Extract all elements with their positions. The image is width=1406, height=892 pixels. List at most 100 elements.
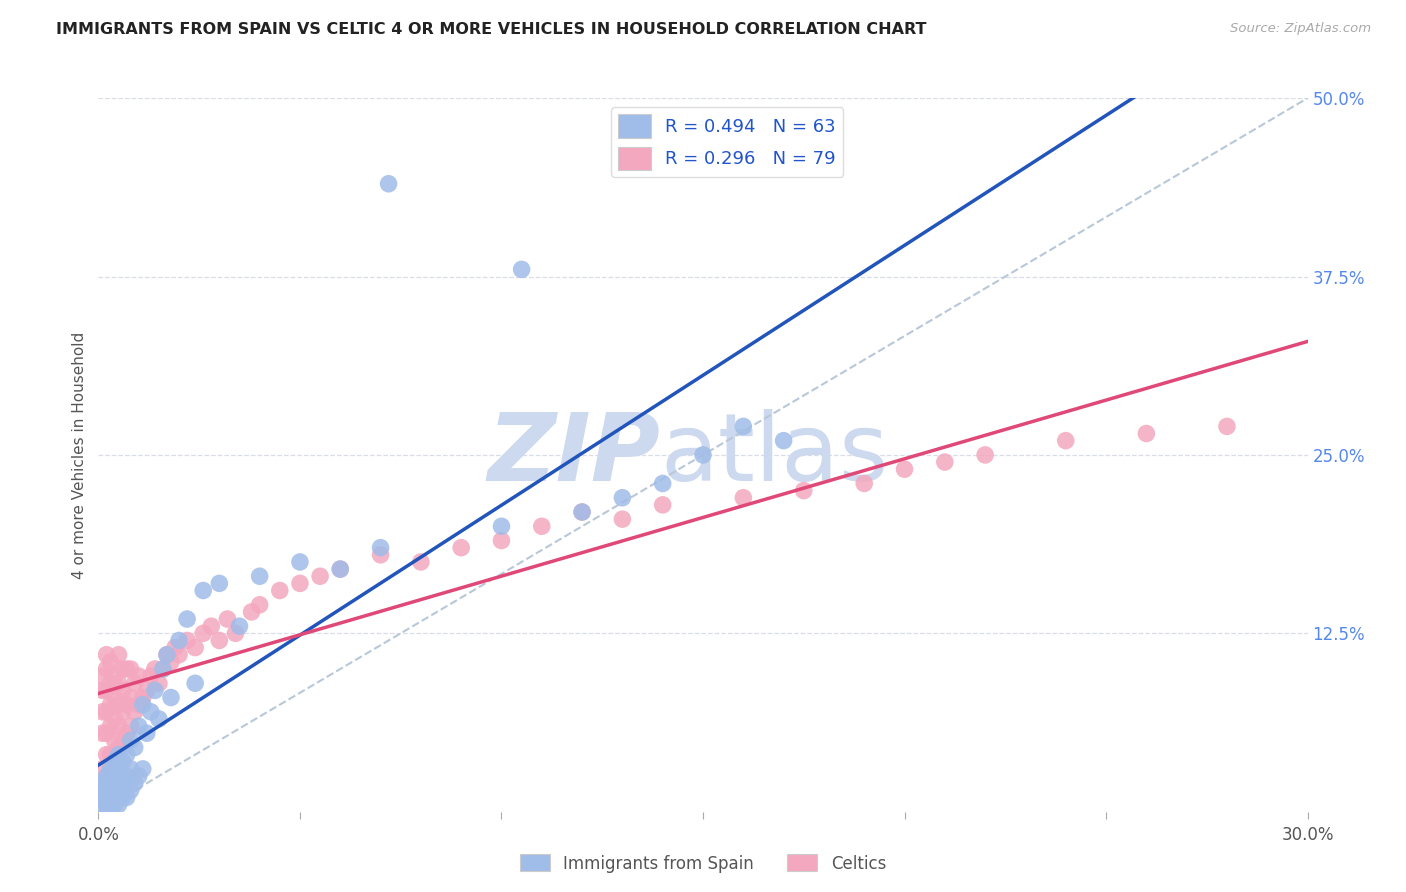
Point xyxy=(124,676,146,690)
Point xyxy=(91,776,114,790)
Point xyxy=(309,569,332,583)
Point xyxy=(96,783,118,797)
Point xyxy=(612,491,634,505)
Point xyxy=(1216,419,1239,434)
Point xyxy=(100,783,122,797)
Point xyxy=(651,476,673,491)
Point xyxy=(107,740,129,755)
Point xyxy=(510,262,533,277)
Point xyxy=(853,476,876,491)
Point xyxy=(111,755,134,769)
Point xyxy=(160,690,183,705)
Point xyxy=(124,705,146,719)
Point xyxy=(107,719,129,733)
Legend: Immigrants from Spain, Celtics: Immigrants from Spain, Celtics xyxy=(513,847,893,880)
Point xyxy=(124,740,146,755)
Point xyxy=(200,619,222,633)
Point xyxy=(139,669,162,683)
Point xyxy=(115,726,138,740)
Point xyxy=(120,733,142,747)
Point xyxy=(107,790,129,805)
Point xyxy=(128,698,150,712)
Point xyxy=(115,662,138,676)
Point xyxy=(612,512,634,526)
Point xyxy=(184,676,207,690)
Point xyxy=(139,705,162,719)
Point xyxy=(974,448,997,462)
Text: atlas: atlas xyxy=(661,409,889,501)
Point xyxy=(135,683,157,698)
Point xyxy=(103,712,125,726)
Point xyxy=(100,747,122,762)
Point xyxy=(100,797,122,812)
Point xyxy=(160,655,183,669)
Point xyxy=(135,726,157,740)
Point xyxy=(96,776,118,790)
Point xyxy=(217,612,239,626)
Point xyxy=(120,719,142,733)
Point xyxy=(96,747,118,762)
Point xyxy=(370,541,392,555)
Point xyxy=(100,676,122,690)
Point xyxy=(934,455,956,469)
Point xyxy=(249,569,271,583)
Point xyxy=(115,698,138,712)
Point xyxy=(111,733,134,747)
Point xyxy=(91,790,114,805)
Point xyxy=(96,705,118,719)
Point xyxy=(96,683,118,698)
Point xyxy=(167,633,190,648)
Point xyxy=(115,790,138,805)
Point xyxy=(107,648,129,662)
Point xyxy=(143,662,166,676)
Point xyxy=(176,612,198,626)
Point xyxy=(111,662,134,676)
Point xyxy=(163,640,186,655)
Point xyxy=(156,648,179,662)
Point xyxy=(208,576,231,591)
Point xyxy=(91,783,114,797)
Point xyxy=(132,690,155,705)
Point xyxy=(120,783,142,797)
Point xyxy=(409,555,432,569)
Point xyxy=(329,562,352,576)
Point xyxy=(128,769,150,783)
Point xyxy=(530,519,553,533)
Point xyxy=(103,669,125,683)
Point xyxy=(103,769,125,783)
Point xyxy=(111,776,134,790)
Point xyxy=(1054,434,1077,448)
Point xyxy=(651,498,673,512)
Point xyxy=(115,769,138,783)
Point xyxy=(120,690,142,705)
Point xyxy=(571,505,593,519)
Point xyxy=(107,747,129,762)
Point xyxy=(103,783,125,797)
Text: IMMIGRANTS FROM SPAIN VS CELTIC 4 OR MORE VEHICLES IN HOUSEHOLD CORRELATION CHAR: IMMIGRANTS FROM SPAIN VS CELTIC 4 OR MOR… xyxy=(56,22,927,37)
Point xyxy=(132,698,155,712)
Point xyxy=(107,797,129,812)
Point xyxy=(193,583,215,598)
Point xyxy=(115,747,138,762)
Text: Source: ZipAtlas.com: Source: ZipAtlas.com xyxy=(1230,22,1371,36)
Point xyxy=(91,797,114,812)
Text: ZIP: ZIP xyxy=(488,409,661,501)
Y-axis label: 4 or more Vehicles in Household: 4 or more Vehicles in Household xyxy=(72,331,87,579)
Point xyxy=(107,698,129,712)
Point xyxy=(100,719,122,733)
Point xyxy=(124,776,146,790)
Point xyxy=(167,648,190,662)
Point xyxy=(111,790,134,805)
Point xyxy=(152,662,174,676)
Point xyxy=(208,633,231,648)
Point xyxy=(100,762,122,776)
Point xyxy=(224,626,246,640)
Point xyxy=(107,762,129,776)
Point xyxy=(96,662,118,676)
Point xyxy=(148,712,170,726)
Point xyxy=(100,655,122,669)
Point xyxy=(772,434,794,448)
Point xyxy=(240,605,263,619)
Point xyxy=(91,669,114,683)
Point xyxy=(103,797,125,812)
